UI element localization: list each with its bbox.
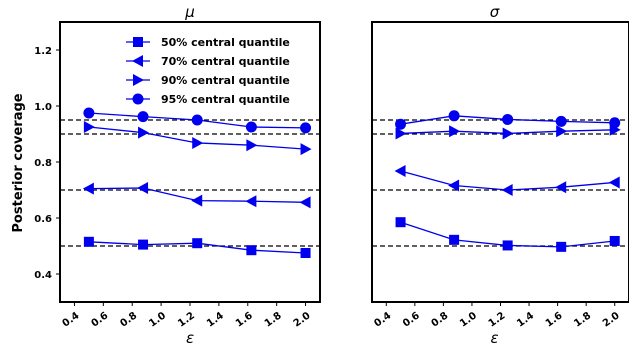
data-point [395, 118, 407, 130]
legend-marker [132, 55, 143, 67]
data-point [502, 127, 514, 140]
x-axis-label: ε [186, 329, 194, 347]
data-point [191, 194, 203, 207]
data-point [299, 196, 311, 209]
data-point [448, 179, 460, 192]
data-point [245, 195, 257, 208]
data-point [556, 241, 567, 252]
x-tick-label: 1.0 [458, 310, 479, 329]
data-point [300, 122, 312, 134]
data-point [83, 121, 95, 133]
x-tick-label: 1.8 [263, 310, 284, 329]
panel-title: σ [490, 3, 500, 21]
data-point [395, 217, 406, 228]
plot-frame [371, 21, 629, 303]
x-tick-label: 0.4 [61, 310, 82, 329]
panel-title: μ [184, 3, 195, 21]
data-point [555, 181, 567, 194]
x-tick-label: 2.0 [292, 310, 313, 329]
x-tick-label: 1.8 [572, 310, 593, 329]
data-point [300, 248, 311, 258]
data-point [138, 239, 149, 250]
data-point [395, 127, 407, 140]
data-point [300, 143, 312, 156]
x-tick-label: 1.0 [147, 310, 168, 329]
data-point [246, 245, 257, 256]
x-tick-label: 1.6 [234, 310, 255, 329]
x-tick-label: 1.6 [544, 310, 565, 329]
y-tick-label: 0.6 [34, 214, 52, 225]
x-tick-label: 1.2 [487, 310, 508, 329]
data-point [609, 235, 620, 246]
legend-marker [133, 37, 143, 47]
data-point [608, 176, 620, 189]
x-tick-label: 0.6 [89, 310, 110, 329]
legend: 50% central quantile 70% central quantile… [126, 36, 290, 106]
data-point [191, 114, 203, 126]
x-tick-label: 0.8 [430, 310, 451, 329]
legend-label: 50% central quantile [161, 36, 290, 49]
data-point [137, 111, 149, 123]
legend-label: 95% central quantile [161, 93, 290, 106]
data-point [137, 182, 149, 195]
data-point [555, 115, 567, 127]
data-point [83, 236, 94, 247]
y-tick-label: 1.2 [34, 46, 52, 57]
data-point [82, 182, 94, 195]
data-point [502, 240, 513, 251]
data-point [245, 121, 257, 133]
y-tick-label: 0.8 [34, 158, 52, 169]
legend-marker [133, 74, 144, 86]
y-tick-label: 0.4 [34, 270, 52, 281]
data-point [448, 110, 460, 122]
legend-label: 90% central quantile [161, 74, 290, 87]
x-tick-label: 1.4 [205, 310, 226, 329]
x-tick-label: 0.8 [118, 310, 139, 329]
data-point [556, 125, 568, 138]
x-tick-label: 0.6 [401, 310, 422, 329]
data-point [449, 234, 460, 245]
data-point [502, 113, 514, 125]
data-point [192, 238, 203, 249]
legend-label: 70% central quantile [161, 55, 290, 68]
data-point [609, 117, 621, 129]
panel-sigma: 0.4 0.6 0.8 1.0 1.2 1.4 1.6 1.8 2.0 σ ε [371, 3, 629, 347]
x-tick-label: 1.2 [176, 310, 197, 329]
x-axis-label: ε [490, 329, 498, 347]
x-tick-label: 1.4 [515, 310, 536, 329]
data-point [501, 184, 513, 196]
y-tick-label: 1.0 [34, 102, 52, 113]
data-point [138, 126, 150, 139]
x-tick-label: 0.4 [372, 310, 393, 329]
legend-marker [132, 93, 144, 105]
data-point [83, 107, 95, 119]
data-point [449, 125, 461, 138]
y-axis-label: Posterior coverage [11, 93, 26, 232]
data-point [246, 139, 258, 152]
data-point [192, 136, 204, 149]
x-tick-label: 2.0 [601, 310, 622, 329]
data-point [394, 164, 406, 177]
